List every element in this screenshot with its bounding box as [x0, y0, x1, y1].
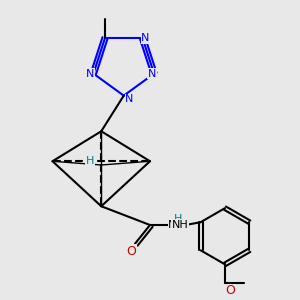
Text: N: N — [86, 69, 94, 79]
Text: N: N — [141, 33, 150, 43]
Text: H: H — [86, 156, 94, 166]
Text: O: O — [126, 245, 136, 258]
Text: N: N — [148, 69, 156, 79]
Text: N: N — [168, 220, 177, 230]
Text: N: N — [125, 94, 134, 104]
Text: O: O — [226, 284, 236, 297]
Text: H: H — [174, 214, 182, 224]
Text: NH: NH — [172, 220, 188, 230]
